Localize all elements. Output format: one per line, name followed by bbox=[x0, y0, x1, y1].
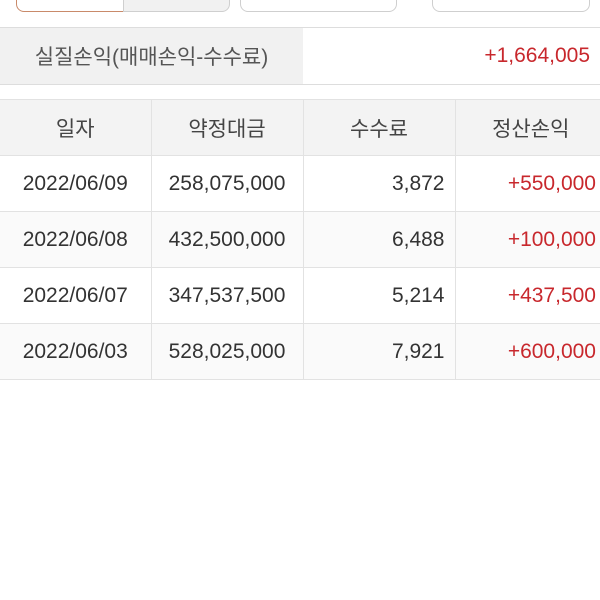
cell-contract-amount: 432,500,000 bbox=[150, 211, 304, 268]
header-contract-amount: 약정대금 bbox=[150, 99, 304, 156]
table-header: 일자 약정대금 수수료 정산손익 bbox=[0, 99, 600, 156]
cell-date: 2022/06/07 bbox=[0, 267, 152, 324]
net-profit-summary: 실질손익(매매손익-수수료) +1,664,005 bbox=[0, 27, 600, 85]
settlement-table: 일자 약정대금 수수료 정산손익 2022/06/09 258,075,000 … bbox=[0, 99, 600, 380]
header-fee: 수수료 bbox=[302, 99, 456, 156]
cell-contract-amount: 347,537,500 bbox=[150, 267, 304, 324]
cell-contract-amount: 528,025,000 bbox=[150, 323, 304, 380]
net-profit-value: +1,664,005 bbox=[484, 44, 590, 67]
cell-fee: 5,214 bbox=[302, 267, 456, 324]
cell-date: 2022/06/08 bbox=[0, 211, 152, 268]
cell-fee: 3,872 bbox=[302, 155, 456, 212]
cell-contract-amount: 258,075,000 bbox=[150, 155, 304, 212]
cell-settlement-pnl: +550,000 bbox=[454, 155, 600, 212]
cell-fee: 6,488 bbox=[302, 211, 456, 268]
cell-date: 2022/06/09 bbox=[0, 155, 152, 212]
cell-settlement-pnl: +600,000 bbox=[454, 323, 600, 380]
cell-fee: 7,921 bbox=[302, 323, 456, 380]
cell-settlement-pnl: +437,500 bbox=[454, 267, 600, 324]
cell-settlement-pnl: +100,000 bbox=[454, 211, 600, 268]
filter-button[interactable] bbox=[240, 0, 397, 12]
cell-date: 2022/06/03 bbox=[0, 323, 152, 380]
net-profit-label: 실질손익(매매손익-수수료) bbox=[0, 28, 303, 84]
header-settlement-pnl: 정산손익 bbox=[454, 99, 600, 156]
table-row[interactable]: 2022/06/07 347,537,500 5,214 +437,500 bbox=[0, 267, 600, 324]
table-row[interactable]: 2022/06/03 528,025,000 7,921 +600,000 bbox=[0, 323, 600, 380]
filter-button[interactable] bbox=[432, 0, 590, 12]
segment-tab-selected[interactable] bbox=[16, 0, 124, 12]
table-row[interactable]: 2022/06/09 258,075,000 3,872 +550,000 bbox=[0, 155, 600, 212]
segment-tab[interactable] bbox=[123, 0, 230, 12]
table-row[interactable]: 2022/06/08 432,500,000 6,488 +100,000 bbox=[0, 211, 600, 268]
header-date: 일자 bbox=[0, 99, 152, 156]
